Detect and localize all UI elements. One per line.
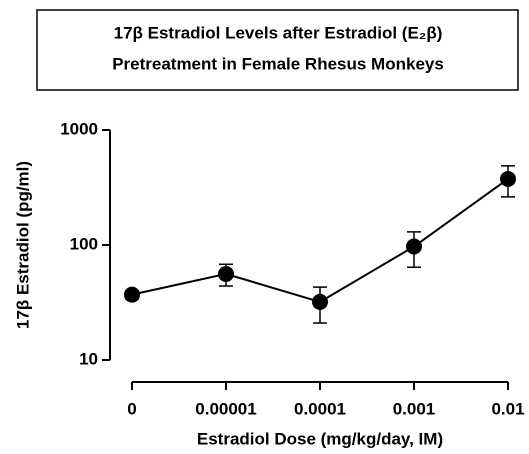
x-tick-label: 0.00001 [195,399,256,418]
x-tick-label: 0 [127,399,136,418]
x-axis-label: Estradiol Dose (mg/kg/day, IM) [197,429,443,448]
data-point [500,170,516,187]
data-point [406,238,422,255]
y-tick-label: 1000 [60,119,98,138]
data-point [218,265,234,282]
y-axis-label: 17β Estradiol (pg/ml) [13,161,32,329]
title-box [36,9,519,91]
y-tick-label: 10 [79,349,98,368]
data-point [124,286,140,303]
chart-title: Pretreatment in Female Rhesus Monkeys [112,54,444,73]
x-tick-label: 0.001 [393,399,436,418]
y-tick-label: 100 [70,234,98,253]
x-tick-label: 0.01 [491,399,524,418]
x-tick-label: 0.0001 [294,399,346,418]
chart-title: 17β Estradiol Levels after Estradiol (E₂… [114,23,443,42]
data-point [312,293,328,310]
data-line [131,178,509,303]
